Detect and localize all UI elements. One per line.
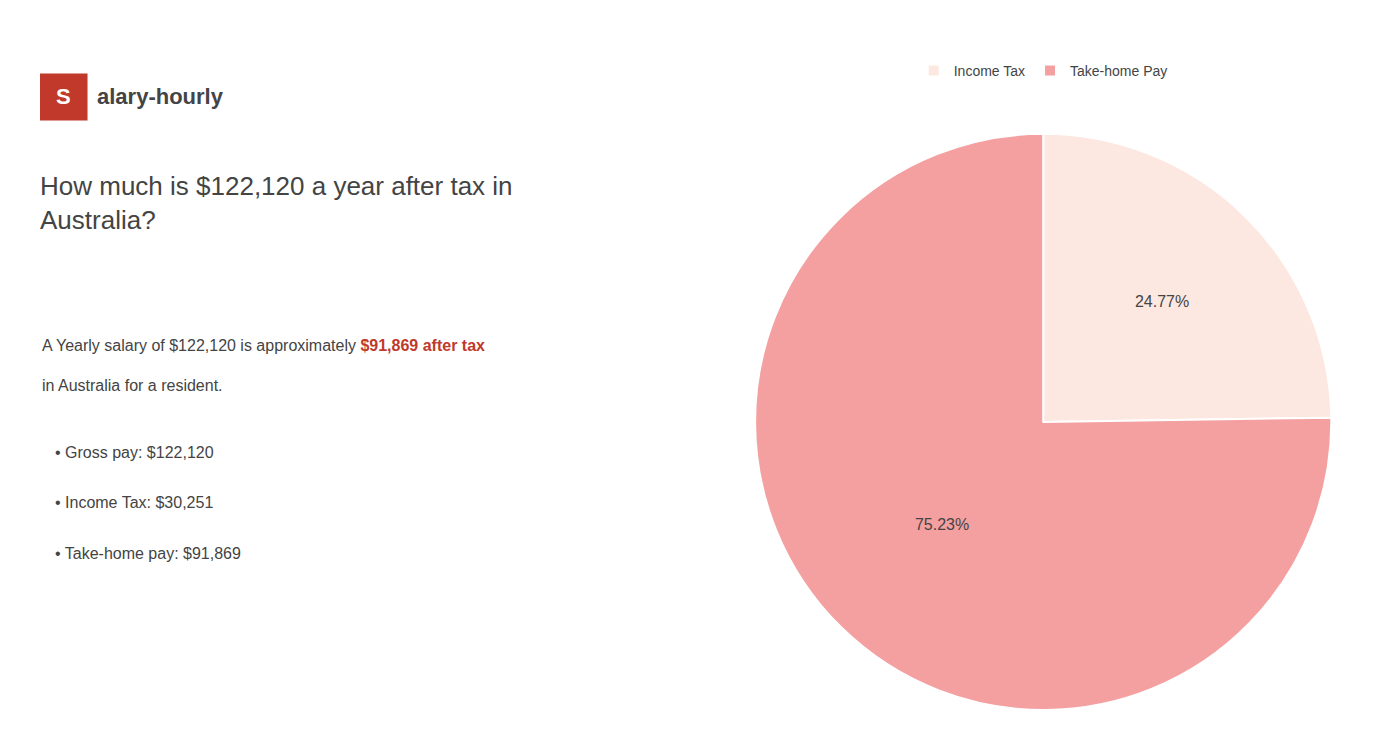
svg-text:Take-home Pay: Take-home Pay — [1070, 63, 1167, 79]
svg-text:in Australia for a resident.: in Australia for a resident. — [42, 377, 223, 394]
svg-text:• Income Tax: $30,251: • Income Tax: $30,251 — [55, 494, 213, 511]
svg-text:24.77%: 24.77% — [1135, 293, 1189, 310]
svg-text:S: S — [56, 84, 71, 109]
svg-text:A Yearly salary of $122,120 is: A Yearly salary of $122,120 is approxima… — [42, 337, 485, 354]
svg-text:• Take-home pay: $91,869: • Take-home pay: $91,869 — [55, 545, 241, 562]
svg-text:75.23%: 75.23% — [915, 516, 969, 533]
svg-text:How much is $122,120 a year af: How much is $122,120 a year after tax in… — [40, 171, 513, 235]
svg-text:alary-hourly: alary-hourly — [97, 84, 224, 109]
svg-text:• Gross pay: $122,120: • Gross pay: $122,120 — [55, 444, 214, 461]
svg-text:Income Tax: Income Tax — [954, 63, 1025, 79]
